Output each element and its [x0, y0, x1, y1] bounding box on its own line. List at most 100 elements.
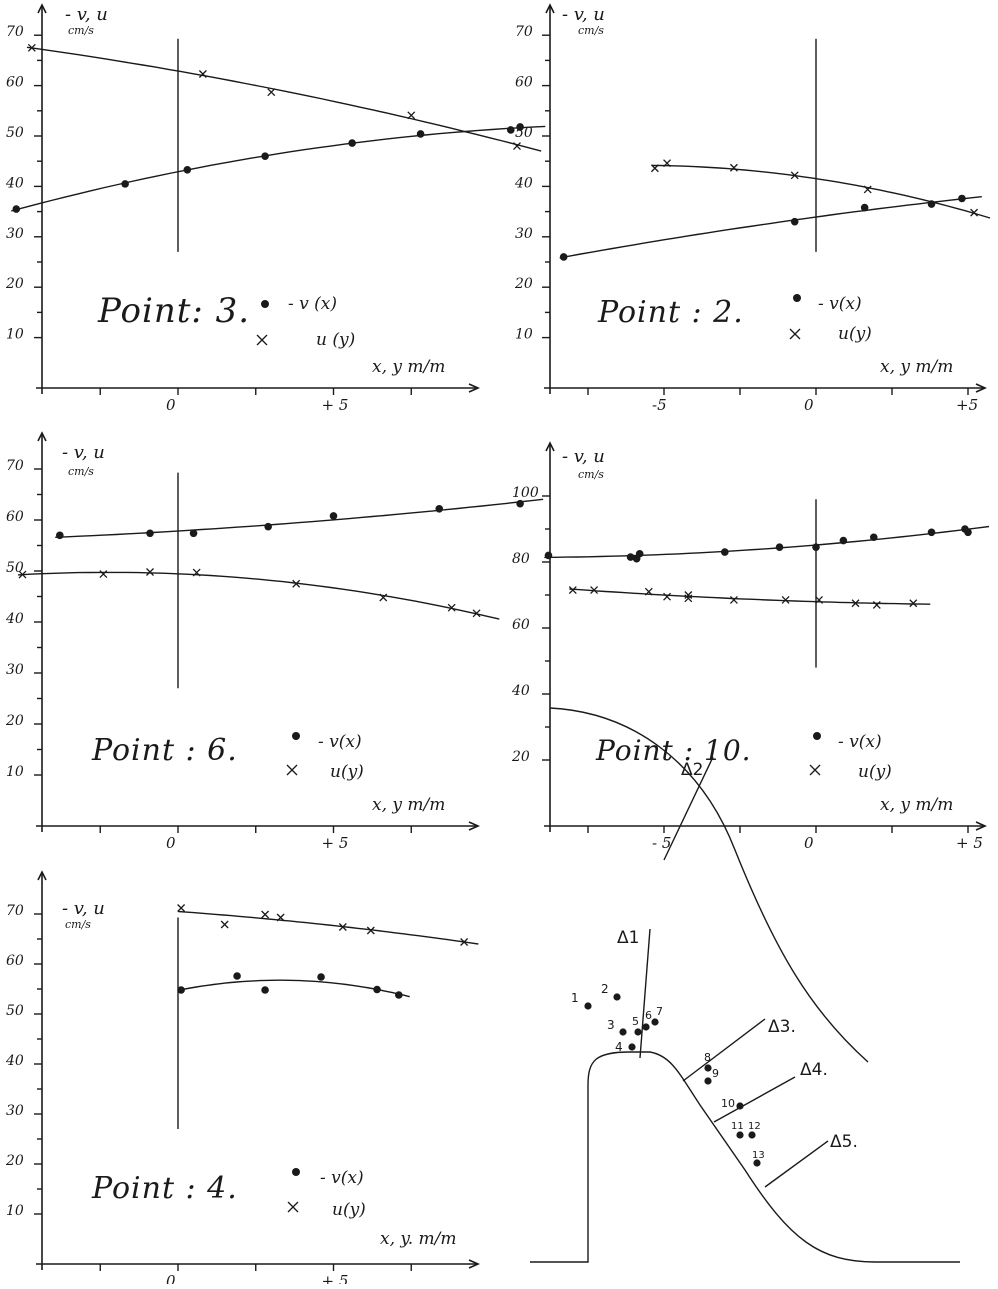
- data-point-u: [261, 910, 270, 919]
- legend-dot-marker: [793, 294, 801, 302]
- x-tick-label: +5: [956, 396, 978, 414]
- x-axis-arrow: [975, 821, 987, 831]
- point-number-13: 13: [752, 1150, 765, 1161]
- x-axis-arrow: [975, 383, 987, 393]
- point-number-5: 5: [632, 1015, 639, 1028]
- y-tick-label: 70: [6, 903, 24, 919]
- series-curve-v: [11, 125, 546, 212]
- point-number-7: 7: [656, 1005, 663, 1018]
- point-number-2: 2: [601, 982, 609, 996]
- y-axis-arrow: [37, 870, 47, 881]
- series-curve-u: [17, 571, 500, 620]
- x-tick-label: + 5: [956, 834, 983, 852]
- legend-dot-label: - v(x): [818, 294, 862, 314]
- data-point-u: [198, 70, 207, 78]
- y-tick-label: 10: [6, 1203, 24, 1219]
- spillway-outer-flow-line: [549, 707, 869, 1063]
- y-tick-label: 20: [511, 749, 530, 765]
- data-point-v: [395, 991, 403, 999]
- y-axis-arrow: [545, 3, 555, 14]
- data-point-v: [790, 217, 799, 226]
- data-point-u: [650, 164, 659, 173]
- measurement-point-1: [584, 1002, 592, 1010]
- data-point-v: [348, 139, 356, 147]
- legend-cross-label: u(y): [330, 762, 364, 782]
- point-number-3: 3: [607, 1018, 615, 1032]
- series-curve-u: [26, 46, 542, 152]
- measurement-point-11: [736, 1131, 744, 1139]
- y-axis-label: - v, u: [562, 4, 605, 25]
- series-curve-v: [178, 979, 410, 998]
- point-number-9: 9: [712, 1067, 719, 1080]
- y-tick-label: 30: [6, 662, 24, 678]
- data-point-u: [644, 587, 653, 596]
- y-tick-label: 80: [512, 551, 530, 567]
- measurement-point-2: [613, 993, 621, 1001]
- legend-cross-marker: [286, 764, 298, 776]
- section-line-2: [663, 756, 714, 861]
- measurement-point-13: [753, 1159, 761, 1167]
- data-point-v: [12, 205, 21, 213]
- data-point-v: [775, 543, 784, 551]
- legend-cross-marker: [809, 764, 821, 776]
- data-point-u: [27, 43, 36, 52]
- data-point-v: [544, 551, 553, 560]
- data-point-u: [863, 185, 872, 194]
- data-point-u: [729, 595, 738, 604]
- x-tick-label: + 5: [322, 1272, 349, 1284]
- data-point-u: [18, 570, 27, 579]
- data-point-u: [684, 591, 693, 599]
- measurement-point-3: [619, 1028, 627, 1036]
- y-tick-label: 100: [512, 485, 539, 501]
- data-point-u: [276, 913, 285, 922]
- data-point-v: [261, 152, 269, 160]
- data-point-v: [869, 533, 878, 542]
- y-tick-label: 70: [6, 458, 24, 474]
- x-tick-label: - 5: [652, 834, 671, 852]
- data-point-u: [220, 920, 229, 929]
- chart-point-3: 70 60 50 40 30 20 10 0 + 5 - v, ucm/s x, y m/m Poin…: [5, 3, 546, 414]
- section-label-5: Δ5.: [830, 1132, 858, 1152]
- y-tick-label: 60: [515, 75, 533, 91]
- x-tick-label: + 5: [322, 834, 349, 852]
- y-tick-label: 20: [514, 276, 533, 292]
- y-axis-unit: cm/s: [578, 24, 604, 37]
- section-label-2: Δ2: [681, 760, 703, 780]
- data-point-u: [146, 568, 154, 576]
- section-line-4: [713, 1076, 796, 1123]
- x-axis-label: x, y m/m: [880, 795, 953, 815]
- data-point-u: [729, 163, 738, 172]
- legend-dot-marker: [292, 1168, 300, 1176]
- data-point-v: [964, 528, 972, 537]
- data-point-u: [872, 600, 881, 609]
- y-tick-label: 20: [5, 713, 24, 729]
- measurement-point-8: [704, 1064, 712, 1072]
- data-point-v: [839, 536, 848, 545]
- data-point-v: [373, 985, 381, 994]
- measurement-point-6: [642, 1023, 650, 1031]
- y-tick-label: 70: [515, 24, 533, 40]
- point-number-12: 12: [748, 1121, 761, 1132]
- point-title: Point: 3.: [97, 291, 250, 331]
- data-point-v: [635, 549, 644, 558]
- data-point-v: [416, 130, 425, 138]
- x-axis-arrow: [468, 1259, 480, 1269]
- data-point-u: [663, 159, 671, 168]
- measurement-point-5: [634, 1028, 642, 1036]
- data-point-v: [927, 528, 936, 537]
- data-point-u: [790, 171, 799, 180]
- data-point-u: [267, 88, 276, 97]
- data-point-u: [338, 923, 347, 931]
- spillway-diagram: Δ1 Δ2 Δ3. Δ4. Δ5. 1 2 3 4 5 6 7 8 9 10 1…: [530, 707, 960, 1263]
- data-point-v: [626, 553, 635, 561]
- y-tick-label: 60: [6, 509, 24, 525]
- data-point-v: [958, 194, 966, 203]
- y-tick-label: 40: [5, 175, 24, 191]
- section-line-3: [682, 1018, 766, 1082]
- section-line-5: [764, 1140, 829, 1188]
- x-axis-label: x, y m/m: [372, 357, 445, 377]
- data-point-u: [568, 586, 577, 595]
- series-curve-v: [559, 196, 982, 259]
- y-tick-label: 50: [515, 125, 533, 141]
